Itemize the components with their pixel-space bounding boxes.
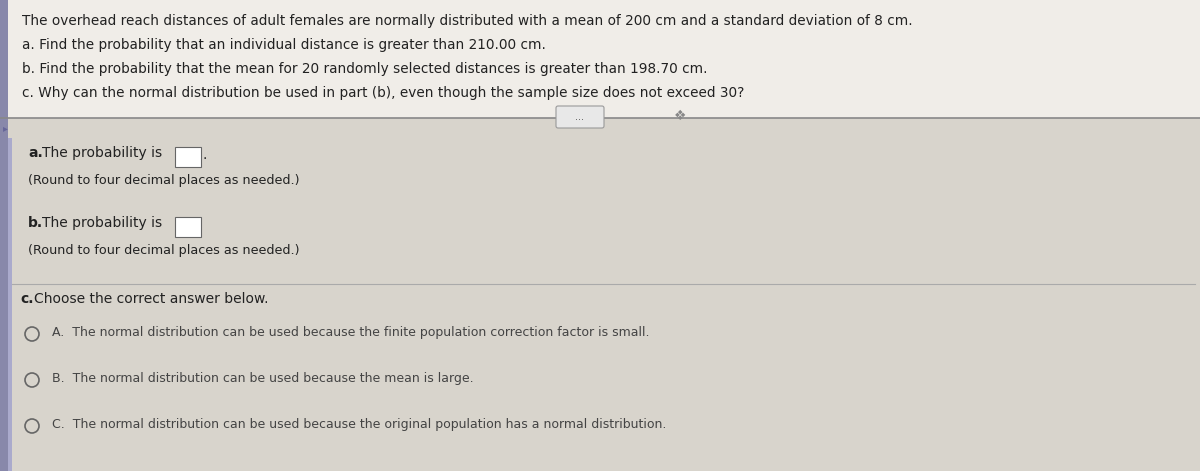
- Text: ▸: ▸: [2, 123, 8, 133]
- Text: B.  The normal distribution can be used because the mean is large.: B. The normal distribution can be used b…: [52, 372, 474, 385]
- Text: b. Find the probability that the mean for 20 randomly selected distances is grea: b. Find the probability that the mean fo…: [22, 62, 708, 76]
- FancyBboxPatch shape: [8, 138, 12, 471]
- FancyBboxPatch shape: [0, 0, 1200, 118]
- Text: (Round to four decimal places as needed.): (Round to four decimal places as needed.…: [28, 174, 300, 187]
- FancyBboxPatch shape: [175, 147, 202, 167]
- Text: Choose the correct answer below.: Choose the correct answer below.: [34, 292, 269, 306]
- Text: b.: b.: [28, 216, 43, 230]
- Text: a. Find the probability that an individual distance is greater than 210.00 cm.: a. Find the probability that an individu…: [22, 38, 546, 52]
- Text: .: .: [203, 148, 208, 162]
- Text: A.  The normal distribution can be used because the finite population correction: A. The normal distribution can be used b…: [52, 326, 649, 339]
- FancyBboxPatch shape: [175, 217, 202, 237]
- Text: The overhead reach distances of adult females are normally distributed with a me: The overhead reach distances of adult fe…: [22, 14, 913, 28]
- Text: a.: a.: [28, 146, 43, 160]
- FancyBboxPatch shape: [0, 0, 8, 471]
- Text: The probability is: The probability is: [42, 146, 162, 160]
- FancyBboxPatch shape: [556, 106, 604, 128]
- FancyBboxPatch shape: [0, 118, 1200, 471]
- Text: ...: ...: [576, 112, 584, 122]
- Text: ❖: ❖: [673, 109, 686, 123]
- Text: The probability is: The probability is: [42, 216, 162, 230]
- Text: (Round to four decimal places as needed.): (Round to four decimal places as needed.…: [28, 244, 300, 257]
- Text: c.: c.: [20, 292, 34, 306]
- Text: c. Why can the normal distribution be used in part (b), even though the sample s: c. Why can the normal distribution be us…: [22, 86, 744, 100]
- Text: C.  The normal distribution can be used because the original population has a no: C. The normal distribution can be used b…: [52, 418, 666, 431]
